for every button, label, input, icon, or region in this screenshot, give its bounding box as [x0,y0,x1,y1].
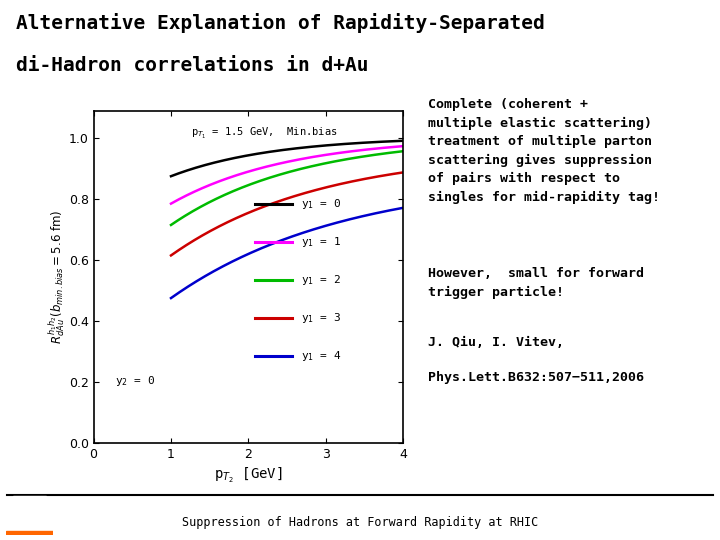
Text: y$_2$ = 0: y$_2$ = 0 [115,374,156,388]
Text: Suppression of Hadrons at Forward Rapidity at RHIC: Suppression of Hadrons at Forward Rapidi… [182,516,538,529]
Text: y$_1$ = 1: y$_1$ = 1 [301,235,341,249]
Text: J. Qiu, I. Vitev,: J. Qiu, I. Vitev, [428,336,564,349]
Bar [6,531,53,535]
Text: y$_1$ = 2: y$_1$ = 2 [301,273,341,287]
Text: y$_1$ = 3: y$_1$ = 3 [301,311,341,325]
Text: Complete (coherent +
multiple elastic scattering)
treatment of multiple parton
s: Complete (coherent + multiple elastic sc… [428,98,660,204]
X-axis label: p$_{T_2}$ [GeV]: p$_{T_2}$ [GeV] [214,466,283,485]
Text: Phys.Lett.B632:507−511,2006: Phys.Lett.B632:507−511,2006 [428,371,644,384]
Text: However,  small for forward
trigger particle!: However, small for forward trigger parti… [428,267,644,299]
Bar [22,505,36,528]
Text: Alternative Explanation of Rapidity-Separated: Alternative Explanation of Rapidity-Sepa… [16,14,544,33]
Y-axis label: $R_{dAu}^{h_1 h_2}(b_{min.bias} = 5.6$ fm$)$: $R_{dAu}^{h_1 h_2}(b_{min.bias} = 5.6$ f… [46,210,68,344]
Text: p$_{T_1}$ = 1.5 GeV,  Min.bias: p$_{T_1}$ = 1.5 GeV, Min.bias [191,126,337,141]
Text: di-Hadron correlations in d+Au: di-Hadron correlations in d+Au [16,56,369,75]
Text: y$_1$ = 0: y$_1$ = 0 [301,197,341,211]
Bar [13,496,45,506]
Text: y$_1$ = 4: y$_1$ = 4 [301,349,341,363]
Bar [13,520,45,530]
